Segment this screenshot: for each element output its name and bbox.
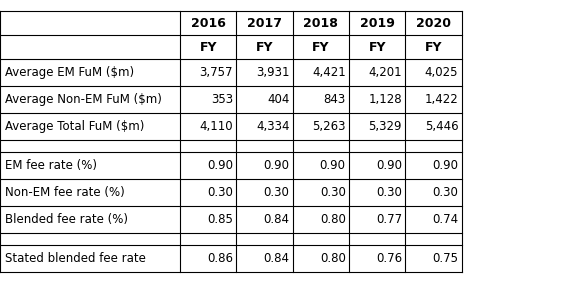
Text: 5,329: 5,329 [368,120,402,133]
Text: 3,931: 3,931 [256,66,289,79]
Text: 404: 404 [267,93,289,106]
Text: 0.30: 0.30 [376,186,402,199]
Text: 2019: 2019 [360,17,395,30]
Text: 0.90: 0.90 [432,159,458,172]
Text: 4,025: 4,025 [425,66,458,79]
Text: EM fee rate (%): EM fee rate (%) [5,159,96,172]
Text: 5,446: 5,446 [425,120,458,133]
Text: 0.85: 0.85 [207,213,233,226]
Text: 2018: 2018 [303,17,338,30]
Text: 0.80: 0.80 [320,213,346,226]
Text: 0.77: 0.77 [376,213,402,226]
Text: 1,128: 1,128 [368,93,402,106]
Text: 0.86: 0.86 [207,252,233,265]
Text: 5,263: 5,263 [312,120,346,133]
Text: 0.90: 0.90 [320,159,346,172]
Text: 4,421: 4,421 [312,66,346,79]
Text: FY: FY [199,41,217,54]
Text: 353: 353 [211,93,233,106]
Text: Non-EM fee rate (%): Non-EM fee rate (%) [5,186,124,199]
Text: 0.76: 0.76 [376,252,402,265]
Text: 1,422: 1,422 [425,93,458,106]
Text: Average Total FuM ($m): Average Total FuM ($m) [5,120,144,133]
Text: 0.30: 0.30 [263,186,289,199]
Text: 0.84: 0.84 [263,213,289,226]
Text: 0.84: 0.84 [263,252,289,265]
Text: Average Non-EM FuM ($m): Average Non-EM FuM ($m) [5,93,162,106]
Text: Stated blended fee rate: Stated blended fee rate [5,252,145,265]
Text: 2020: 2020 [416,17,451,30]
Text: Average EM FuM ($m): Average EM FuM ($m) [5,66,133,79]
Text: FY: FY [256,41,274,54]
Text: 0.90: 0.90 [376,159,402,172]
Text: 2016: 2016 [191,17,226,30]
Text: 4,110: 4,110 [199,120,233,133]
Text: FY: FY [368,41,386,54]
Text: 2017: 2017 [247,17,282,30]
Text: Blended fee rate (%): Blended fee rate (%) [5,213,127,226]
Text: 0.74: 0.74 [432,213,458,226]
Text: 0.30: 0.30 [320,186,346,199]
Text: 0.90: 0.90 [263,159,289,172]
Text: 843: 843 [323,93,346,106]
Text: 0.75: 0.75 [432,252,458,265]
Text: 0.80: 0.80 [320,252,346,265]
Text: FY: FY [312,41,330,54]
Text: 0.30: 0.30 [207,186,233,199]
Text: 3,757: 3,757 [199,66,233,79]
Text: 0.90: 0.90 [207,159,233,172]
Text: FY: FY [425,41,443,54]
Text: 4,201: 4,201 [368,66,402,79]
Text: 0.30: 0.30 [432,186,458,199]
Text: 4,334: 4,334 [256,120,289,133]
